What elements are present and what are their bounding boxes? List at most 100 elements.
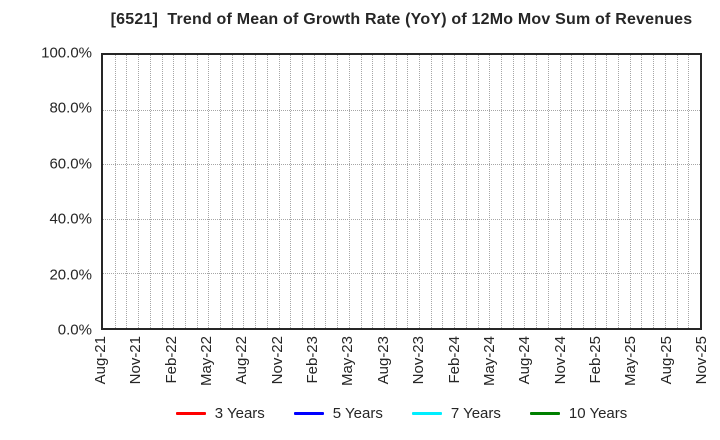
x-tick-label-text: Nov-23	[409, 336, 427, 385]
x-tick-label: Nov-22	[268, 336, 287, 385]
legend-item: 3 Years	[175, 404, 265, 422]
vertical-gridline	[208, 55, 210, 328]
legend-label: 7 Years	[450, 404, 501, 422]
vertical-gridline	[149, 55, 151, 328]
legend-item: 7 Years	[411, 404, 501, 422]
vertical-gridline	[348, 55, 350, 328]
x-tick-label-text: Aug-23	[374, 336, 392, 385]
x-tick-label: Nov-21	[127, 336, 145, 385]
legend-label: 3 Years	[214, 404, 265, 422]
chart-title: [6521] Trend of Mean of Growth Rate (YoY…	[110, 11, 693, 28]
vertical-gridline	[243, 55, 245, 328]
vertical-gridline	[430, 55, 432, 328]
vertical-gridline	[220, 55, 222, 328]
x-tick-label: Feb-23	[303, 336, 322, 384]
vertical-gridline	[231, 55, 233, 328]
x-tick-label: May-24	[480, 336, 499, 387]
vertical-gridline	[501, 55, 502, 328]
y-tick-label: 20.0%	[49, 266, 92, 284]
legend-line-swatch	[529, 411, 560, 415]
x-tick-label-text: Feb-25	[586, 336, 604, 384]
vertical-gridline	[161, 55, 163, 328]
vertical-gridline	[302, 55, 303, 328]
horizontal-gridline	[103, 273, 700, 275]
vertical-gridline	[629, 55, 631, 328]
vertical-gridline	[278, 55, 280, 328]
vertical-gridline	[536, 55, 538, 328]
vertical-gridline	[688, 55, 690, 328]
x-tick-label: Aug-21	[91, 336, 110, 385]
vertical-gridline	[419, 55, 421, 328]
x-tick-label-text: May-23	[339, 336, 357, 387]
x-tick-label-text: Nov-21	[127, 336, 145, 385]
x-tick-label: May-25	[622, 336, 640, 387]
x-tick-label-text: May-22	[197, 336, 215, 387]
vertical-gridline	[360, 55, 362, 328]
horizontal-gridline	[103, 109, 700, 111]
x-tick-label: Aug-22	[233, 336, 251, 384]
vertical-gridline	[547, 55, 549, 328]
vertical-gridline	[489, 55, 491, 328]
legend-line-swatch	[175, 411, 206, 415]
legend-line-swatch	[411, 411, 442, 415]
vertical-gridline	[594, 55, 596, 328]
vertical-gridline	[266, 55, 268, 328]
vertical-gridline	[465, 55, 467, 328]
y-tick-label: 80.0%	[49, 99, 92, 117]
legend-line-swatch	[293, 411, 324, 415]
y-tick-label: 100.0%	[41, 44, 92, 62]
horizontal-gridline	[103, 164, 700, 166]
x-tick-label-text: May-25	[622, 336, 640, 387]
vertical-gridline	[571, 55, 573, 328]
x-tick-label: Aug-25	[657, 336, 675, 384]
vertical-gridline	[290, 55, 292, 328]
x-tick-label: Feb-25	[586, 336, 605, 384]
vertical-gridline	[477, 55, 479, 328]
x-tick-label-text: Nov-25	[692, 336, 710, 385]
vertical-gridline	[383, 55, 385, 328]
vertical-gridline	[395, 55, 397, 328]
x-tick-label-text: Feb-22	[162, 336, 180, 384]
x-tick-label: Aug-24	[515, 336, 534, 385]
vertical-gridline	[559, 55, 561, 328]
x-tick-label: Aug-23	[374, 336, 393, 385]
vertical-gridline	[372, 55, 374, 328]
vertical-gridline	[606, 55, 608, 328]
legend-item: 5 Years	[293, 404, 383, 422]
vertical-gridline	[255, 55, 257, 328]
x-tick-label-text: Feb-23	[303, 336, 321, 384]
vertical-gridline	[582, 55, 584, 328]
horizontal-gridline	[103, 218, 700, 220]
x-tick-label-text: Aug-21	[91, 336, 109, 385]
vertical-gridline	[126, 55, 128, 328]
x-tick-label-text: Feb-24	[445, 336, 463, 384]
legend-label: 5 Years	[332, 404, 383, 422]
legend-label: 10 Years	[568, 404, 628, 422]
vertical-gridline	[114, 55, 116, 328]
plot-area	[101, 53, 702, 330]
vertical-gridline	[196, 55, 198, 328]
vertical-gridline	[325, 55, 327, 328]
x-tick-label: May-23	[339, 336, 357, 387]
vertical-gridline	[653, 55, 655, 328]
x-tick-label: May-22	[197, 336, 216, 387]
x-tick-label-text: Nov-22	[268, 336, 286, 385]
x-tick-label: Feb-22	[162, 336, 180, 384]
x-tick-label-text: Nov-24	[551, 336, 569, 385]
vertical-gridline	[524, 55, 526, 328]
vertical-gridline	[407, 55, 409, 328]
x-tick-label-text: Aug-24	[515, 336, 533, 385]
vertical-gridline	[454, 55, 456, 328]
legend-item: 10 Years	[529, 404, 628, 422]
vertical-gridline	[676, 55, 678, 328]
y-axis: 0.0% 20.0% 40.0% 60.0% 80.0% 100.0%	[0, 46, 92, 338]
vertical-gridline	[641, 55, 643, 328]
vertical-gridline	[138, 55, 140, 328]
vertical-gridline	[442, 55, 444, 328]
vertical-gridline	[664, 55, 666, 328]
vertical-gridline	[337, 55, 339, 328]
x-tick-label: Feb-24	[445, 336, 463, 384]
x-tick-label: Nov-25	[692, 336, 711, 385]
x-tick-label-text: May-24	[480, 336, 498, 387]
